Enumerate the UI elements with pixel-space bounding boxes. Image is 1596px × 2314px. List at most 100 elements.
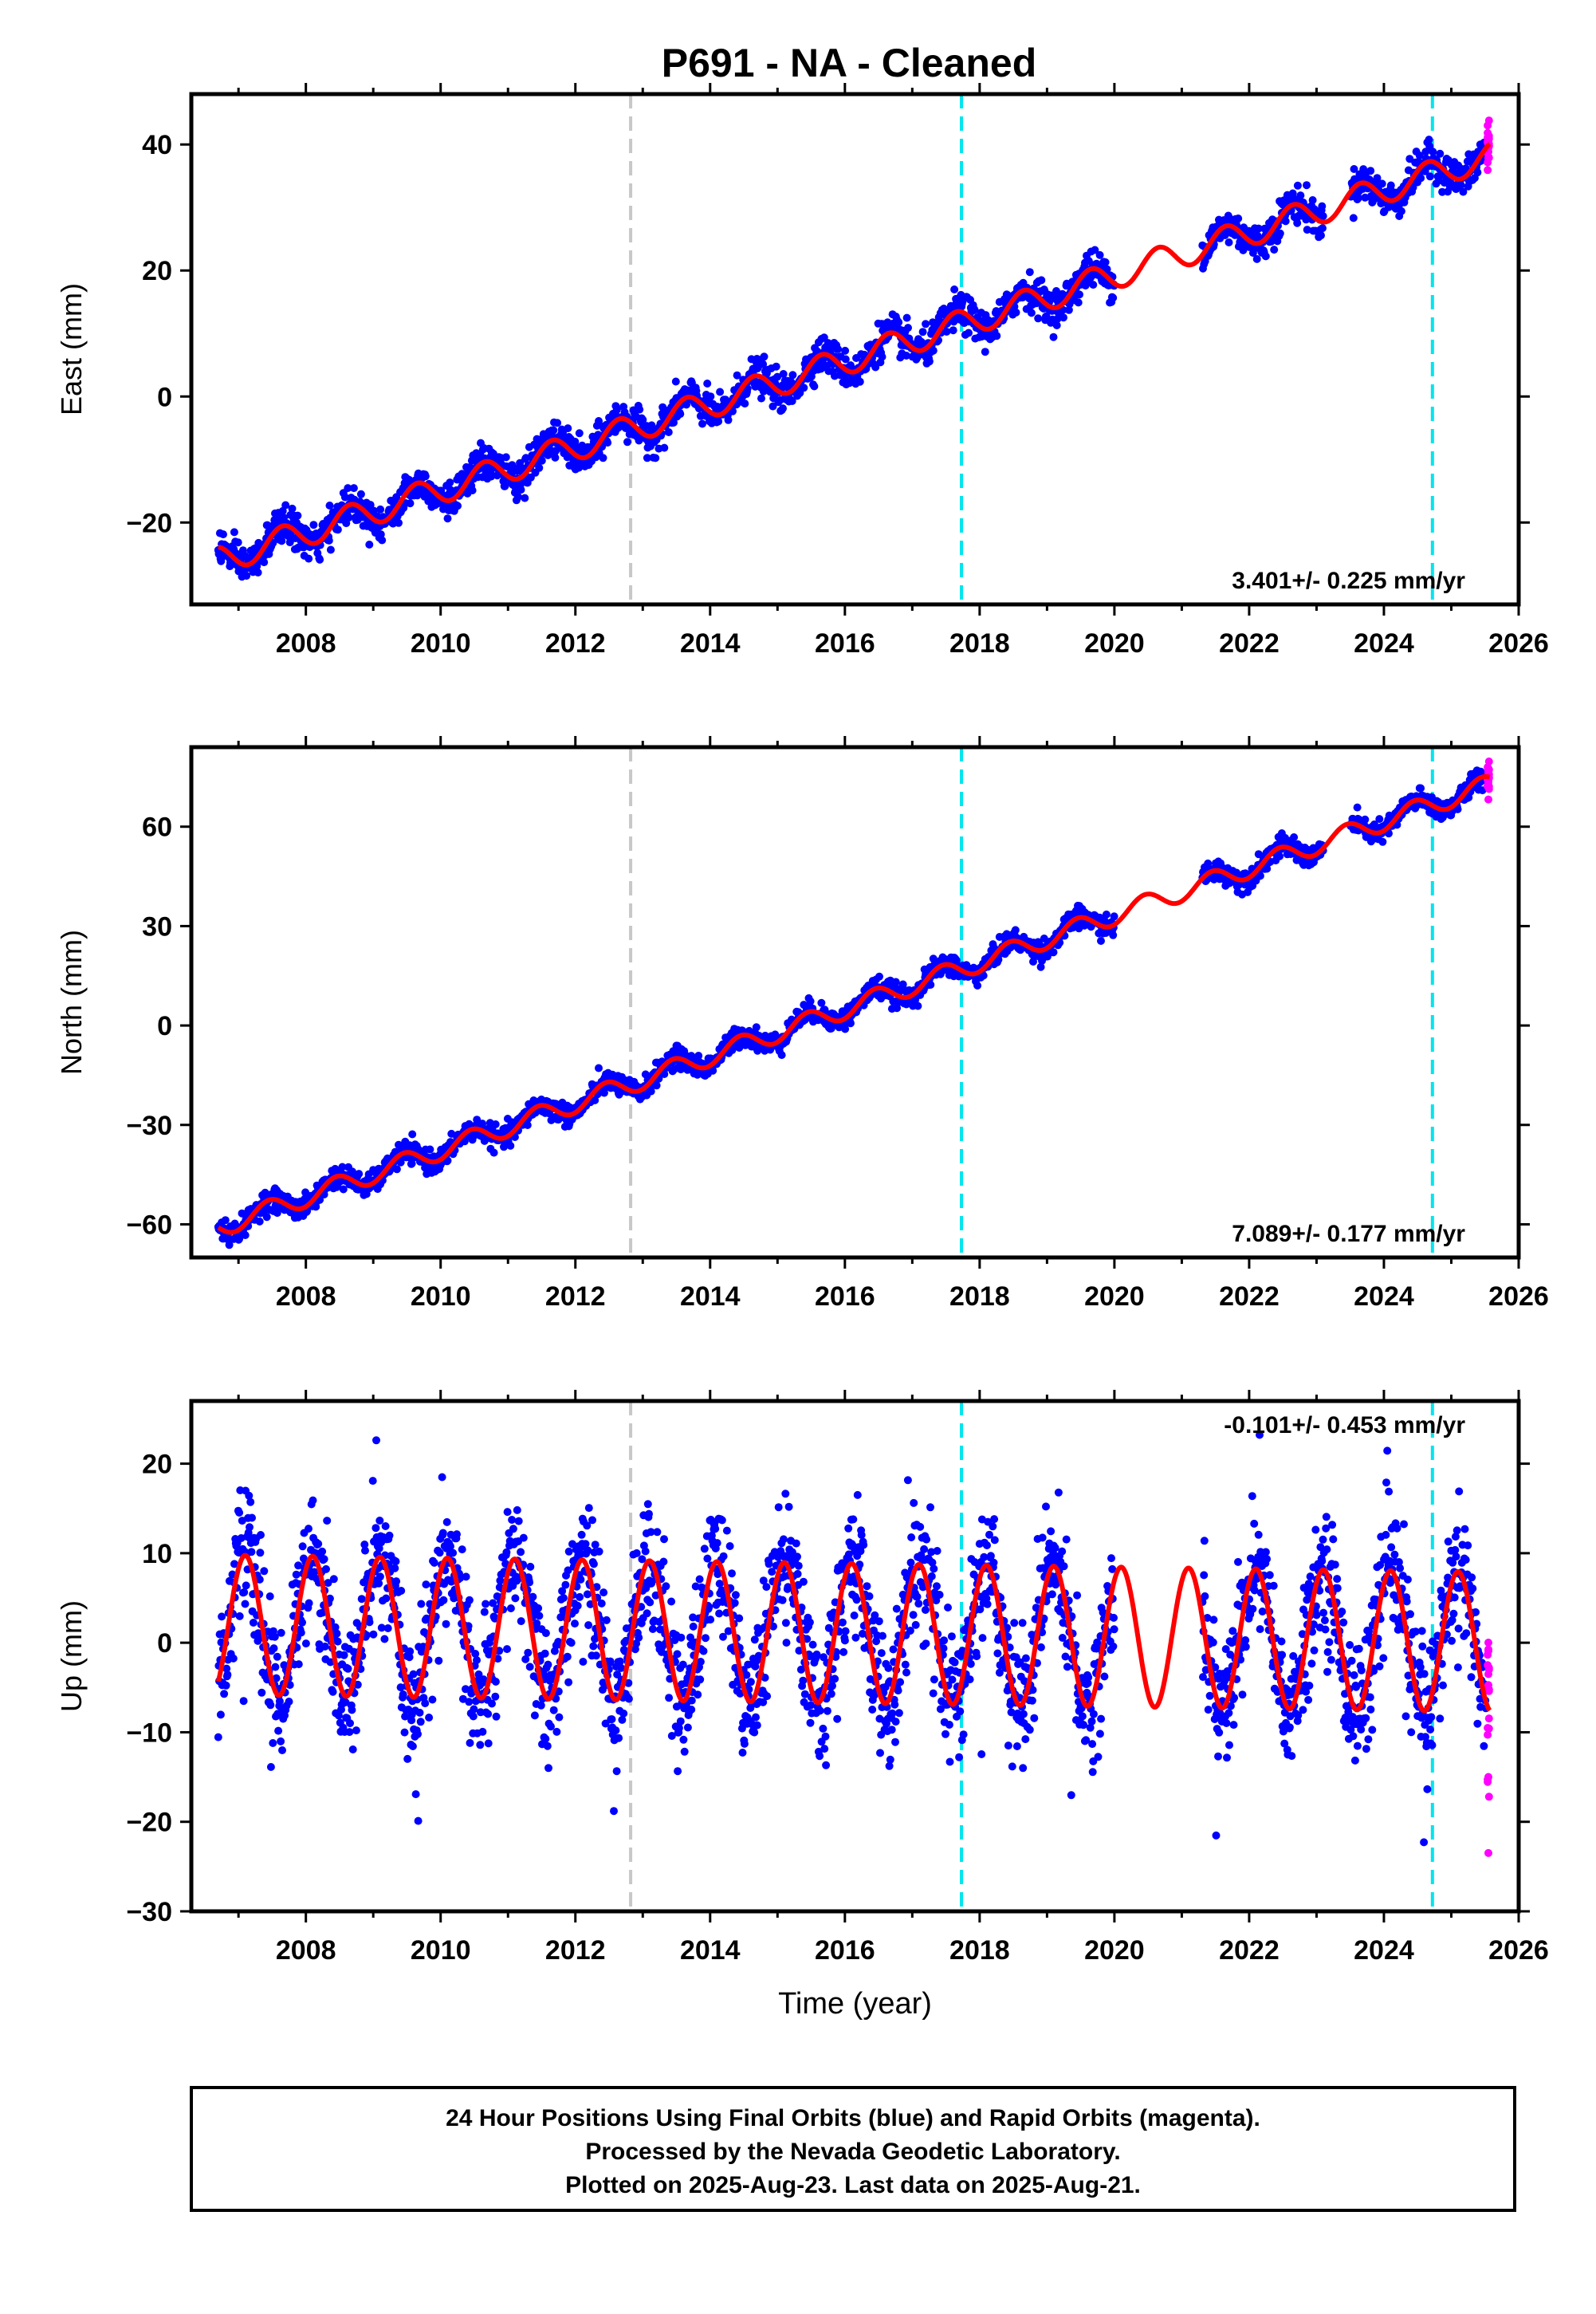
- final-orbit-point: [914, 1002, 922, 1010]
- final-orbit-point: [376, 505, 385, 514]
- final-orbit-point: [391, 1557, 400, 1566]
- final-orbit-point: [487, 472, 496, 481]
- final-orbit-point: [221, 1216, 230, 1225]
- final-orbit-point: [1089, 281, 1098, 289]
- final-orbit-point: [902, 313, 911, 322]
- final-orbit-point: [309, 1496, 317, 1505]
- final-orbit-point: [391, 1564, 399, 1572]
- final-orbit-point: [544, 1764, 552, 1773]
- final-orbit-point: [489, 1148, 498, 1157]
- final-orbit-point: [372, 1436, 380, 1445]
- final-orbit-point: [1270, 246, 1279, 254]
- final-orbit-point: [323, 1517, 332, 1525]
- final-orbit-point: [277, 537, 286, 545]
- final-orbit-point: [643, 454, 651, 462]
- final-orbit-point: [664, 428, 673, 436]
- final-orbit-point: [1378, 179, 1386, 188]
- final-orbit-point: [369, 1630, 378, 1639]
- final-orbit-point: [361, 1546, 369, 1555]
- final-orbit-point: [371, 1524, 380, 1533]
- final-orbit-point: [482, 1600, 490, 1608]
- final-orbit-point: [1091, 246, 1099, 254]
- final-orbit-point: [760, 352, 769, 361]
- final-orbit-point: [442, 1619, 450, 1628]
- final-orbit-point: [428, 1695, 437, 1704]
- rapid-orbit-point: [1484, 121, 1492, 130]
- final-orbit-point: [400, 1728, 409, 1737]
- final-orbit-point: [541, 1629, 550, 1638]
- final-orbit-point: [703, 380, 712, 388]
- final-orbit-point: [275, 1697, 284, 1706]
- final-orbit-point: [348, 1706, 356, 1714]
- final-orbit-point: [544, 1660, 552, 1669]
- y-tick-label: 40: [142, 130, 172, 160]
- final-orbit-point: [246, 1497, 255, 1506]
- final-orbit-point: [326, 545, 335, 554]
- final-orbit-point: [320, 1555, 328, 1564]
- final-orbit-point: [1027, 309, 1036, 317]
- final-orbit-point: [381, 1522, 390, 1530]
- up-panel: 2008 2010 2012 2014 2016 2018 2020 2022 2024 2026…: [55, 1390, 1549, 2021]
- final-orbit-point: [368, 1477, 377, 1486]
- final-orbit-point: [595, 417, 603, 425]
- final-orbit-point: [465, 1698, 474, 1706]
- final-orbit-point: [435, 1549, 444, 1557]
- final-orbit-point: [1373, 174, 1382, 183]
- final-orbit-point: [651, 454, 660, 462]
- final-orbit-point: [416, 1718, 425, 1726]
- final-orbit-point: [525, 1663, 534, 1671]
- final-orbit-point: [320, 1642, 329, 1651]
- rate-annotation: 3.401+/- 0.225 mm/yr: [1232, 568, 1465, 594]
- final-orbit-point: [491, 1120, 500, 1128]
- final-orbit-point: [348, 1745, 357, 1753]
- x-tick-label: 2008: [276, 628, 336, 659]
- x-tick-label: 2022: [1219, 1281, 1280, 1312]
- final-orbit-point: [249, 1619, 257, 1627]
- final-orbit-point: [339, 1185, 348, 1194]
- final-orbit-point: [248, 1513, 256, 1522]
- north-panel: 2008 2010 2012 2014 2016 2018 2020 2022 2024 2026…: [55, 736, 1549, 1312]
- final-orbit-point: [729, 407, 737, 415]
- final-orbit-point: [255, 1217, 264, 1226]
- final-orbit-point: [365, 541, 374, 549]
- final-orbit-point: [871, 363, 880, 372]
- final-orbit-point: [277, 1737, 285, 1745]
- final-orbit-point: [929, 346, 938, 355]
- final-orbit-point: [1417, 784, 1425, 793]
- final-orbit-point: [1296, 191, 1305, 200]
- final-orbit-point: [438, 1529, 447, 1537]
- final-orbit-point: [453, 1530, 461, 1539]
- final-orbit-point: [492, 1712, 501, 1721]
- final-orbit-point: [1375, 815, 1384, 824]
- final-orbit-point: [541, 1649, 549, 1658]
- final-orbit-point: [1012, 308, 1020, 317]
- final-orbit-point: [328, 1687, 337, 1696]
- y-tick-label: 60: [142, 813, 172, 843]
- final-orbit-point: [509, 1525, 517, 1533]
- x-tick-label: 2016: [815, 628, 875, 659]
- final-orbit-point: [806, 997, 815, 1005]
- final-orbit-point: [1261, 252, 1270, 261]
- final-orbit-point: [777, 1051, 786, 1060]
- final-orbit-point: [575, 429, 584, 438]
- final-orbit-point: [305, 1525, 313, 1533]
- chart-title: P691 - NA - Cleaned: [662, 41, 1037, 85]
- final-orbit-point: [1456, 181, 1465, 190]
- final-orbit-point: [242, 572, 251, 580]
- final-orbit-point: [1366, 167, 1375, 175]
- final-orbit-point: [229, 1654, 238, 1663]
- final-orbit-point: [1049, 948, 1058, 957]
- final-orbit-point: [788, 397, 796, 405]
- final-orbit-point: [241, 1600, 250, 1608]
- final-orbit-point: [970, 305, 979, 314]
- final-orbit-point: [1378, 837, 1387, 846]
- final-orbit-point: [260, 558, 269, 567]
- final-orbit-point: [230, 528, 238, 537]
- final-orbit-point: [1052, 321, 1061, 329]
- final-orbit-point: [530, 1711, 539, 1720]
- final-orbit-point: [333, 1637, 342, 1646]
- final-orbit-point: [647, 1087, 655, 1096]
- final-orbit-point: [305, 554, 313, 563]
- final-orbit-point: [469, 1712, 478, 1721]
